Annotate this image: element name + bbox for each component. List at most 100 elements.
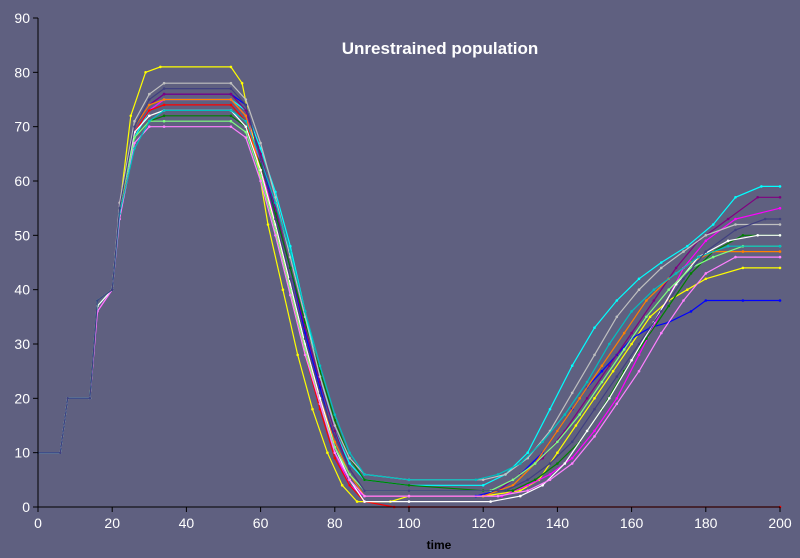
data-point	[229, 119, 233, 123]
data-point	[682, 299, 685, 302]
data-point	[333, 435, 337, 438]
data-point	[637, 342, 641, 346]
data-point	[162, 103, 166, 107]
data-point	[229, 103, 233, 107]
data-point	[266, 223, 270, 226]
y-tick-label: 10	[14, 445, 30, 461]
data-point	[318, 375, 322, 378]
data-point	[585, 397, 589, 400]
data-point	[363, 473, 366, 476]
data-point	[615, 375, 619, 378]
data-point	[778, 196, 782, 199]
data-point	[556, 429, 559, 433]
data-point	[734, 217, 737, 221]
data-point	[585, 429, 589, 433]
data-point	[778, 185, 782, 188]
data-point	[259, 168, 262, 172]
data-point	[593, 397, 596, 400]
data-point	[570, 440, 574, 444]
data-point	[726, 239, 730, 243]
data-point	[333, 418, 337, 422]
data-point	[778, 266, 782, 270]
data-point	[689, 272, 693, 275]
data-point	[407, 494, 411, 498]
data-point	[289, 293, 292, 297]
data-point	[593, 429, 596, 433]
data-point	[615, 397, 619, 400]
data-point	[259, 152, 262, 156]
data-point	[348, 473, 351, 476]
data-point	[274, 206, 277, 210]
data-point	[326, 451, 329, 455]
data-point	[148, 109, 151, 112]
data-point	[741, 250, 745, 253]
data-point	[148, 103, 151, 107]
data-point	[289, 244, 292, 248]
data-point	[148, 92, 151, 96]
data-point	[348, 451, 351, 455]
data-point	[162, 109, 166, 112]
data-point	[593, 326, 596, 330]
data-point	[645, 337, 648, 340]
chart-title: Unrestrained population	[342, 39, 538, 58]
data-point	[229, 81, 233, 85]
data-point	[563, 462, 567, 465]
data-point	[622, 348, 626, 351]
data-point	[726, 244, 730, 248]
x-tick-label: 200	[768, 515, 792, 531]
data-point	[608, 342, 611, 346]
data-point	[229, 98, 233, 101]
data-point	[348, 462, 351, 465]
data-point	[229, 92, 233, 96]
data-point	[303, 315, 307, 319]
data-point	[355, 500, 359, 503]
y-tick-label: 80	[14, 64, 30, 80]
data-point	[667, 304, 670, 308]
data-point	[348, 478, 351, 482]
data-point	[303, 353, 307, 357]
data-point	[148, 125, 151, 128]
data-point	[652, 288, 656, 292]
data-point	[333, 429, 337, 433]
data-point	[348, 484, 351, 487]
data-point	[563, 413, 567, 416]
data-point	[600, 369, 604, 373]
data-point	[645, 299, 648, 302]
data-point	[259, 147, 262, 150]
data-point	[333, 424, 337, 427]
data-point	[474, 478, 478, 482]
data-point	[756, 196, 759, 199]
data-point	[118, 206, 121, 210]
data-point	[741, 266, 745, 270]
data-point	[240, 81, 244, 85]
data-point	[407, 500, 411, 503]
data-point	[630, 342, 633, 346]
data-point	[133, 119, 136, 123]
data-point	[615, 299, 619, 302]
data-point	[556, 451, 559, 455]
data-point	[489, 500, 492, 503]
data-point	[593, 353, 596, 357]
x-tick-label: 40	[179, 515, 195, 531]
data-point	[652, 299, 656, 302]
data-point	[682, 277, 685, 281]
data-point	[259, 158, 262, 161]
data-point	[570, 391, 574, 395]
data-point	[148, 119, 151, 123]
data-point	[660, 310, 663, 313]
data-point	[570, 456, 574, 460]
data-point	[600, 364, 604, 368]
data-point	[526, 484, 529, 487]
data-point	[648, 315, 652, 319]
data-point	[526, 489, 529, 493]
data-point	[162, 87, 166, 90]
data-point	[162, 114, 166, 118]
y-tick-label: 30	[14, 336, 30, 352]
data-point	[504, 489, 507, 493]
data-point	[778, 206, 782, 210]
data-point	[363, 489, 366, 493]
x-tick-label: 120	[472, 515, 496, 531]
data-point	[615, 315, 619, 319]
data-point	[526, 451, 529, 455]
